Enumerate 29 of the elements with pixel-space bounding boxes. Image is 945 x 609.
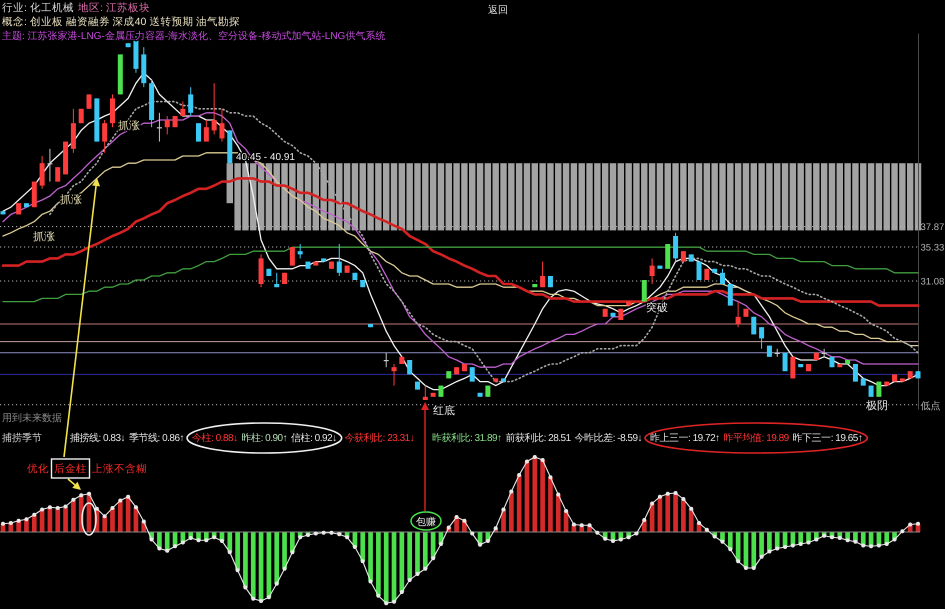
text: 昨下三一: 19.65↑ <box>792 432 862 444</box>
text: 信柱: 0.92↓ <box>291 432 337 444</box>
ref-line-label: 低点 <box>920 400 940 412</box>
annotation: 红底 <box>433 404 455 417</box>
text: 昨上三一: 19.72↑ <box>650 432 720 444</box>
annotation: 包赚 <box>416 516 436 528</box>
text: 行业: 化工机械 <box>2 1 74 14</box>
text: 今昨比差: -8.59↓ <box>574 432 642 444</box>
chart-title: 捕捞季节 <box>2 432 42 444</box>
text: 昨柱: 0.90↑ <box>242 432 288 444</box>
text: 昨平均值: 19.89 <box>724 432 790 444</box>
annotation: 突破 <box>646 301 668 314</box>
y-tick-label: 37.87 <box>920 222 944 234</box>
text: 地区: 江苏板块 <box>77 1 150 14</box>
y-tick-label: 35.33 <box>920 242 944 254</box>
text: 前获利比: 28.51 <box>506 432 572 444</box>
annotation: 主题: 江苏张家港-LNG-金属压力容器-海水淡化、空分设备-移动式加气站-LNG供气系统 <box>2 30 386 42</box>
text: 用到未来数据 <box>2 412 62 424</box>
text: 概念: 创业板 融资融券 深成40 送转预期 油气勘探 <box>2 15 240 28</box>
text: 今获利比: 23.31↓ <box>344 432 414 444</box>
annotation: 抓涨 <box>33 231 55 243</box>
annotation: 极阴 <box>865 400 888 412</box>
text: 返回 <box>488 4 508 16</box>
text: 捕捞线: 0.83↓ <box>70 432 126 444</box>
text: 季节线: 0.86↑ <box>129 432 184 444</box>
annotation: 优化后金柱上涨不含糊 <box>27 462 147 475</box>
text: 今柱: 0.88↓ <box>192 432 238 444</box>
y-tick-label: 31.08 <box>920 276 944 288</box>
text: 昨获利比: 31.89↑ <box>432 432 502 444</box>
